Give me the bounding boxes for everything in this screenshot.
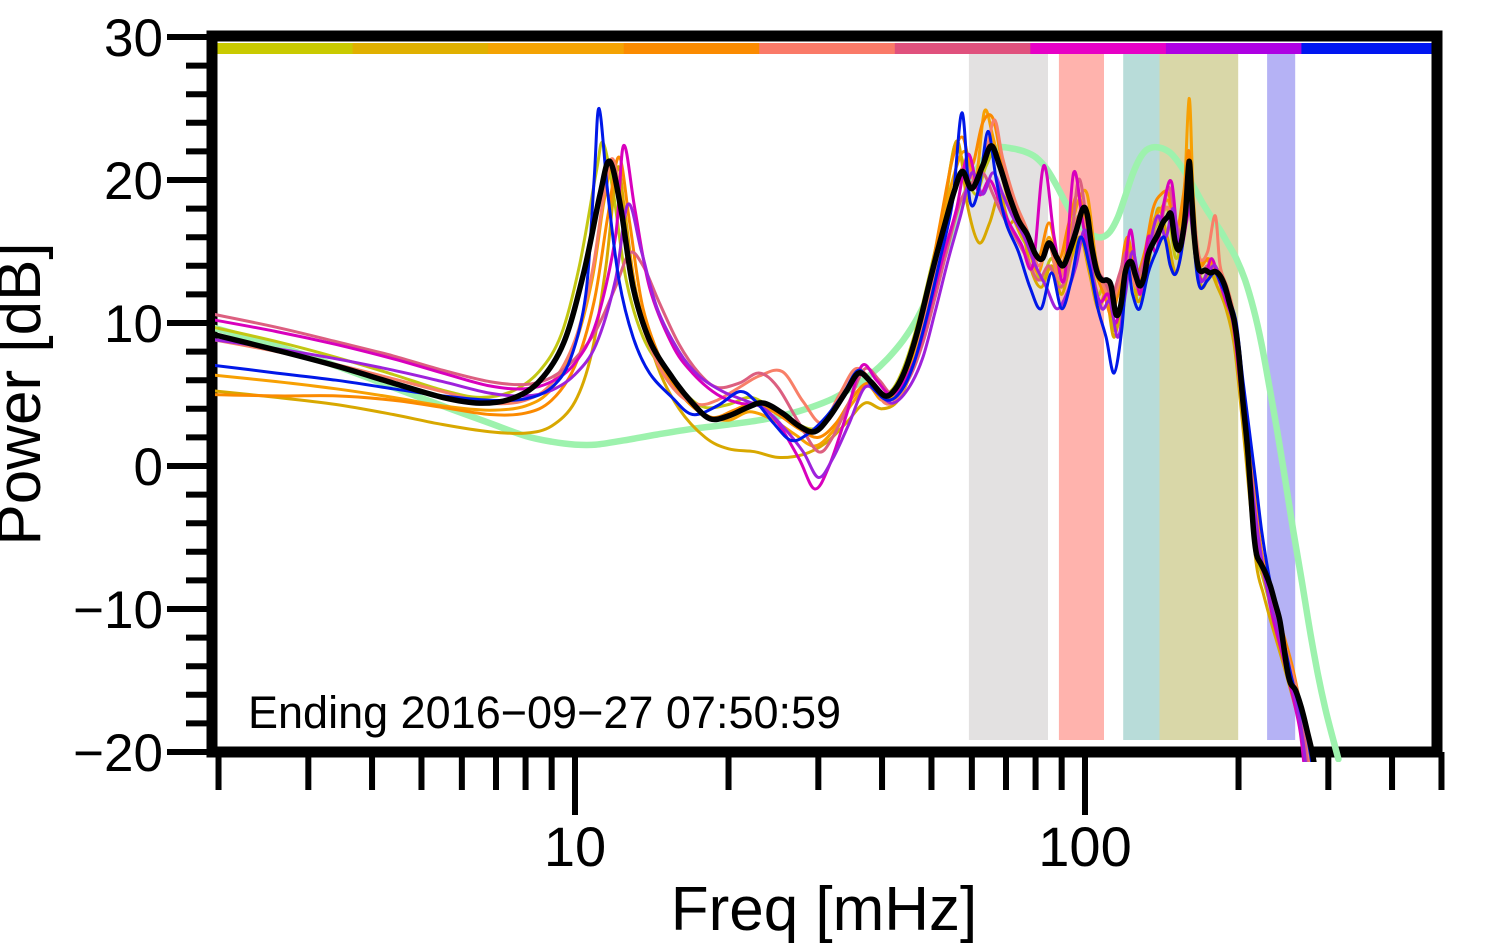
y-tick-label: 20 — [104, 152, 163, 211]
shaded-band-olive — [1159, 54, 1239, 740]
series-smoothed-background-line — [215, 143, 1342, 762]
y-axis-title: Power [dB] — [0, 242, 54, 545]
x-axis-title: Freq [mHz] — [671, 875, 978, 944]
time-colorbar — [217, 43, 1438, 54]
series-mean-spectrum-line — [215, 142, 1317, 762]
spectra-curves-layer — [215, 96, 1342, 762]
y-tick-label: 0 — [134, 438, 163, 497]
y-tick-label: 30 — [104, 9, 163, 68]
x-tick-label: 100 — [1038, 815, 1131, 878]
colorbar-segment-7 — [1030, 43, 1167, 54]
plot-frame — [206, 30, 1443, 758]
colorbar-segment-5 — [759, 43, 896, 54]
colorbar-segment-4 — [623, 43, 760, 54]
colorbar-segment-3 — [488, 43, 625, 54]
y-tick-label: −10 — [73, 581, 163, 640]
shaded-band-teal — [1123, 54, 1160, 740]
colorbar-segment-1 — [217, 43, 354, 54]
colorbar-segment-8 — [1165, 43, 1303, 54]
colorbar-segment-6 — [894, 43, 1031, 54]
colorbar-segment-2 — [352, 43, 489, 54]
ending-timestamp-annotation: Ending 2016−09−27 07:50:59 — [248, 687, 841, 738]
y-tick-label: −20 — [73, 724, 163, 783]
x-tick-label: 10 — [544, 815, 606, 878]
colorbar-segment-9 — [1301, 43, 1438, 54]
shaded-band-pink — [1058, 54, 1104, 740]
y-tick-label: 10 — [104, 295, 163, 354]
